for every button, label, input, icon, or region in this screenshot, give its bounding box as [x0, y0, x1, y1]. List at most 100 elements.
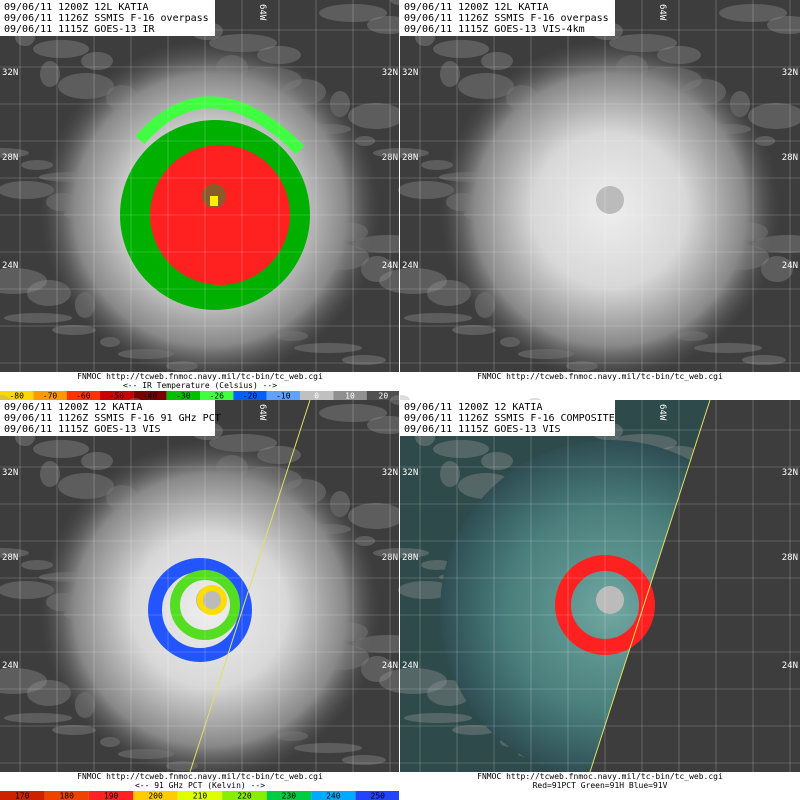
cloud	[342, 355, 386, 365]
cloud	[33, 40, 89, 58]
colorbar-cell	[355, 791, 400, 800]
eye	[596, 586, 624, 614]
lat-label: 32N	[382, 468, 398, 478]
cloud	[0, 148, 29, 158]
lat-label: 24N	[2, 261, 18, 271]
pct-yellow	[197, 585, 227, 615]
cloud	[21, 160, 53, 170]
cloud	[0, 668, 47, 694]
cloud	[767, 16, 800, 34]
header-box	[400, 400, 615, 436]
ir-red	[150, 145, 290, 285]
footer-line: Red=91PCT Green=91H Blue=91V	[533, 781, 668, 790]
header-line: 09/06/11 1200Z 12L KATIA	[404, 2, 549, 13]
cloud	[52, 325, 96, 335]
colorbar-label: 170	[15, 792, 30, 800]
colorbar-label: -70	[43, 392, 58, 401]
header-line: 09/06/11 1200Z 12 KATIA	[404, 402, 542, 413]
lat-label: 32N	[402, 468, 418, 478]
lat-label: 32N	[382, 68, 398, 78]
lat-label: 24N	[402, 661, 418, 671]
cloud	[398, 581, 454, 599]
pct-red	[555, 555, 655, 655]
pct-green	[170, 570, 240, 640]
cloud	[748, 103, 800, 129]
colorbar-cell	[366, 391, 400, 400]
footer-line: FNMOC http://tcweb.fnmoc.navy.mil/tc-bin…	[477, 772, 723, 781]
colorbar-cell	[88, 791, 134, 800]
swath-edge	[589, 399, 711, 773]
colorbar-label: 220	[237, 792, 252, 800]
cloud	[742, 355, 786, 365]
cloud	[481, 452, 513, 470]
cloud	[440, 461, 460, 487]
colorbar-cell	[0, 791, 45, 800]
footer-box	[400, 372, 800, 400]
cloud	[398, 181, 454, 199]
colorbar-label: -20	[243, 392, 258, 401]
cloud	[0, 181, 54, 199]
footer-line: <-- IR Temperature (Celsius) -->	[123, 381, 277, 390]
colorbar-label: 210	[193, 792, 208, 800]
cloud	[342, 755, 386, 765]
colorbar-label: 180	[59, 792, 74, 800]
lon-label: 64W	[257, 404, 267, 421]
cloud	[319, 404, 387, 422]
header-line: 09/06/11 1126Z SSMIS F-16 overpass	[4, 13, 209, 24]
lat-label: 28N	[402, 153, 418, 163]
cloud	[319, 4, 387, 22]
lat-label: 24N	[382, 261, 398, 271]
colorbar-label: -10	[276, 392, 291, 401]
cloud	[0, 548, 29, 558]
lat-label: 28N	[782, 153, 798, 163]
cloud	[40, 61, 60, 87]
lat-label: 28N	[382, 553, 398, 563]
colorbar-cell	[166, 391, 200, 400]
lat-label: 32N	[782, 468, 798, 478]
cloud	[433, 440, 489, 458]
header-box	[0, 400, 215, 436]
lat-label: 24N	[402, 261, 418, 271]
cloud	[81, 52, 113, 70]
colorbar-cell	[266, 391, 300, 400]
cloud	[379, 668, 447, 694]
colorbar-cell	[0, 391, 34, 400]
colorbar-label: 230	[282, 792, 297, 800]
colorbar-cell	[33, 391, 67, 400]
colorbar-label: 0	[314, 392, 319, 401]
ir-band	[135, 96, 305, 155]
header-line: 09/06/11 1115Z GOES-13 VIS	[4, 424, 161, 435]
cloud	[440, 61, 460, 87]
colorbar-label: -50	[109, 392, 124, 401]
lat-label: 24N	[2, 661, 18, 671]
colorbar-cell	[222, 791, 267, 800]
cloud	[0, 268, 47, 294]
header-box	[0, 0, 215, 36]
cloud	[481, 52, 513, 70]
cloud	[719, 4, 787, 22]
lat-label: 32N	[782, 68, 798, 78]
header-line: 09/06/11 1126Z SSMIS F-16 overpass	[404, 13, 609, 24]
cloud	[52, 725, 96, 735]
eye	[596, 186, 624, 214]
lon-label: 64W	[657, 4, 667, 21]
cloud	[21, 560, 53, 570]
colorbar-cell	[177, 791, 223, 800]
pct-blue	[148, 558, 252, 662]
colorbar-cell	[311, 791, 356, 800]
lat-label: 28N	[2, 153, 18, 163]
colorbar-cell	[233, 391, 267, 400]
footer-line: <-- 91 GHz PCT (Kelvin) -->	[135, 781, 265, 790]
swath-cut	[590, 400, 800, 772]
cloud	[452, 725, 496, 735]
cloud	[421, 560, 453, 570]
colorbar-cell	[66, 391, 100, 400]
header-line: 09/06/11 1115Z GOES-13 IR	[4, 24, 155, 35]
cloud	[81, 452, 113, 470]
header-line: 09/06/11 1115Z GOES-13 VIS	[404, 424, 561, 435]
lat-label: 32N	[2, 468, 18, 478]
colorbar-cell	[133, 391, 167, 400]
